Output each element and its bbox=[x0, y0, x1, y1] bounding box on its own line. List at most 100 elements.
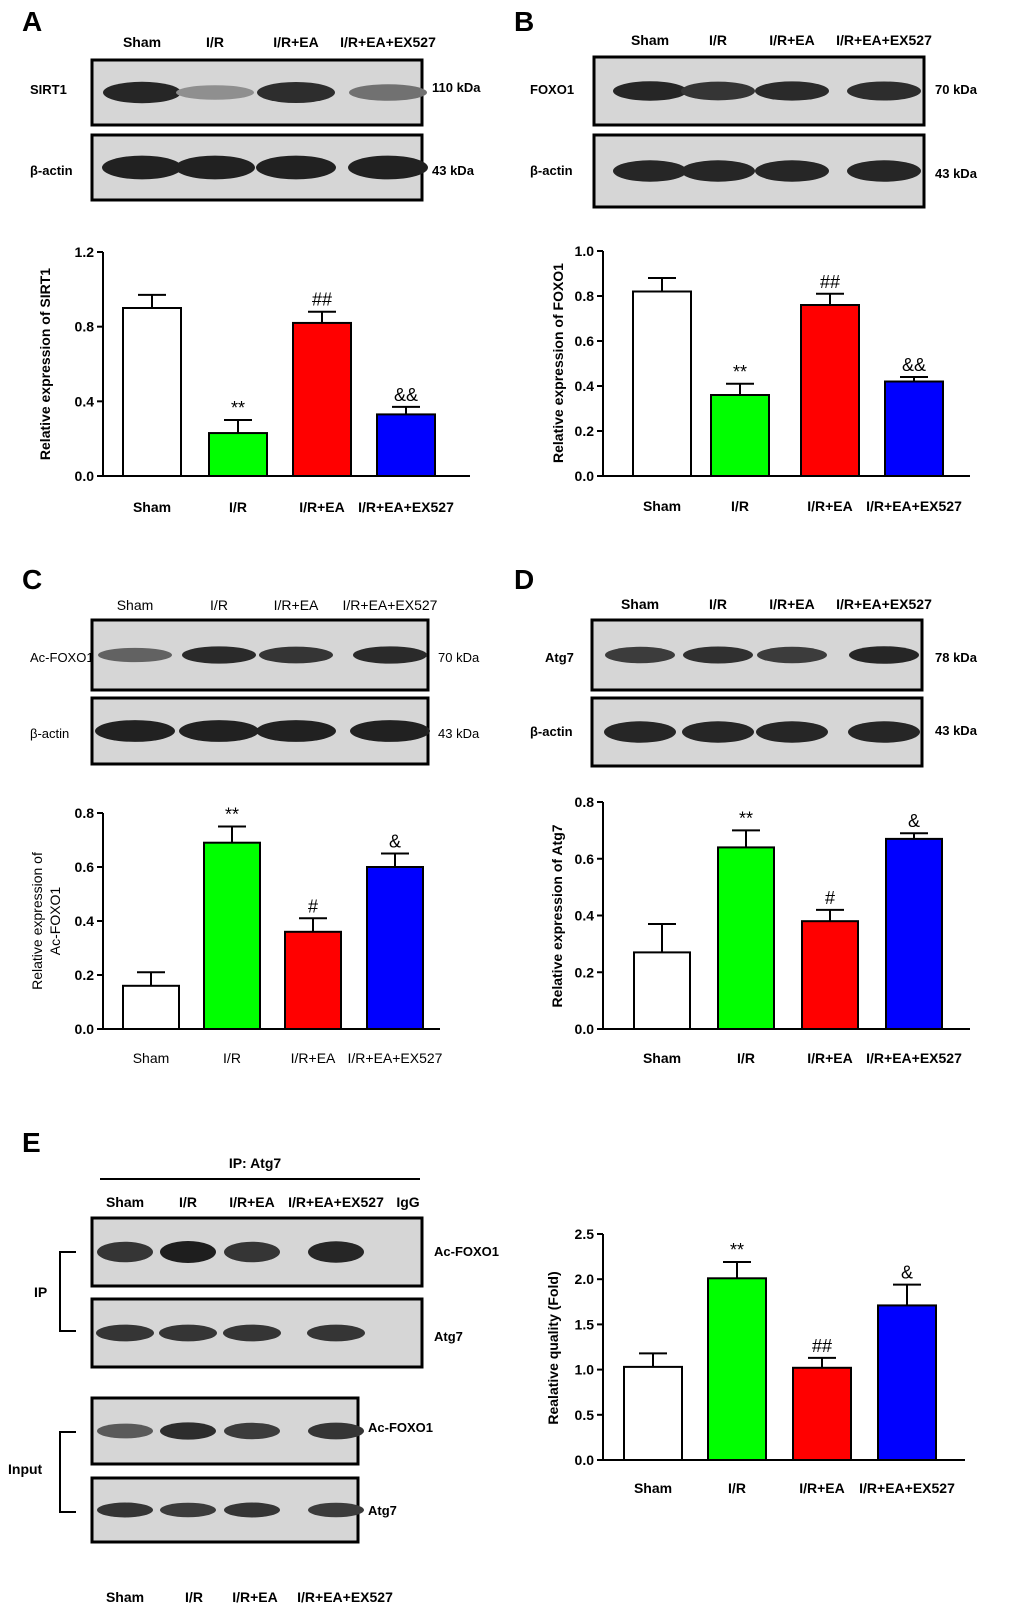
bar-sham bbox=[122, 984, 180, 1030]
significance-label: && bbox=[902, 355, 926, 375]
bar-chart-d: 0.0 0.2 0.4 0.6 0.8 Sham ** I/R # I/R+EA & I/R+EA+E… bbox=[549, 794, 970, 1066]
blot-band bbox=[98, 647, 172, 663]
y-tick-label: 0.4 bbox=[575, 908, 595, 924]
x-tick-label: Sham bbox=[643, 1050, 681, 1066]
blot-band bbox=[159, 1324, 217, 1342]
blot-band bbox=[757, 646, 827, 664]
blot-ip-atg7 bbox=[90, 1297, 424, 1369]
y-axis-label: Relative expression of FOXO1 bbox=[550, 263, 566, 463]
lane-label: Sham bbox=[106, 1194, 144, 1210]
blot-size: 43 kDa bbox=[432, 163, 475, 178]
y-axis-label: Relative expression of Atg7 bbox=[549, 824, 565, 1007]
lane-label: I/R+EA bbox=[273, 34, 319, 50]
lane-label: Sham bbox=[631, 32, 669, 48]
y-tick-label: 0.0 bbox=[575, 1021, 595, 1037]
significance-label: # bbox=[308, 896, 318, 916]
blot-band bbox=[350, 720, 430, 742]
blot-band bbox=[96, 1324, 154, 1342]
lane-label: I/R+EA+EX527 bbox=[297, 1589, 393, 1605]
blot-band bbox=[160, 1241, 216, 1263]
blot-band bbox=[681, 81, 755, 101]
blot-band bbox=[102, 155, 182, 180]
x-tick-label: I/R+EA bbox=[299, 499, 345, 515]
y-tick-label: 0.2 bbox=[575, 423, 595, 439]
y-axis-label: Relative expression of SIRT1 bbox=[37, 268, 53, 460]
y-tick-label: 0.8 bbox=[75, 805, 95, 821]
blot-band bbox=[224, 1241, 280, 1263]
x-tick-label: Sham bbox=[133, 499, 171, 515]
bar-i-r bbox=[717, 846, 775, 1031]
blot-band bbox=[95, 720, 175, 742]
bar-i-r-ea-ex527 bbox=[884, 380, 944, 477]
significance-label: ## bbox=[820, 272, 840, 292]
bar-i-r bbox=[208, 432, 268, 478]
bar-sham bbox=[623, 1365, 683, 1461]
blot-band bbox=[308, 1502, 364, 1518]
x-tick-label: I/R bbox=[728, 1480, 746, 1496]
x-tick-label: I/R bbox=[229, 499, 247, 515]
y-tick-label: 0.0 bbox=[75, 1021, 95, 1037]
lane-label: Sham bbox=[106, 1589, 144, 1605]
y-tick-label: 0.8 bbox=[575, 288, 595, 304]
significance-label: ** bbox=[739, 808, 753, 828]
blot-label: Atg7 bbox=[545, 650, 574, 665]
lane-label: I/R bbox=[185, 1589, 203, 1605]
bar-i-r bbox=[710, 394, 770, 477]
panel-letter-c: C bbox=[22, 564, 42, 595]
y-tick-label: 0.2 bbox=[575, 964, 595, 980]
lane-label: I/R bbox=[709, 596, 727, 612]
bar-i-r-ea bbox=[800, 304, 860, 477]
lane-label: I/R bbox=[210, 597, 228, 613]
y-tick-label: 0.6 bbox=[575, 333, 595, 349]
bar-chart-b: 0.0 0.2 0.4 0.6 0.8 1.0 Sham ** I/R ## I/R+EA && I/R… bbox=[550, 243, 970, 514]
y-tick-label: 0.4 bbox=[575, 378, 595, 394]
lane-label: I/R+EA bbox=[232, 1589, 278, 1605]
bar-i-r bbox=[707, 1277, 767, 1462]
blot-label: β-actin bbox=[30, 163, 73, 178]
lane-label: I/R+EA+EX527 bbox=[343, 597, 438, 613]
x-tick-label: I/R bbox=[731, 498, 749, 514]
lane-label: I/R bbox=[179, 1194, 197, 1210]
x-tick-label: I/R bbox=[223, 1050, 241, 1066]
x-tick-label: I/R+EA bbox=[807, 498, 853, 514]
y-tick-label: 0.0 bbox=[75, 468, 95, 484]
blot-size: 43 kDa bbox=[935, 723, 978, 738]
blot-band bbox=[307, 1324, 365, 1342]
lane-label: I/R bbox=[206, 34, 224, 50]
bar-sham bbox=[633, 951, 691, 1031]
lane-label: I/R+EA bbox=[229, 1194, 275, 1210]
blot-band bbox=[160, 1502, 216, 1518]
blot-band bbox=[847, 160, 921, 182]
bar-sham bbox=[632, 290, 692, 477]
x-tick-label: Sham bbox=[634, 1480, 672, 1496]
blot-band bbox=[256, 720, 336, 742]
blot-band bbox=[613, 160, 687, 182]
blot-band bbox=[224, 1422, 280, 1440]
y-tick-label: 0.8 bbox=[75, 319, 95, 335]
blot-band bbox=[224, 1502, 280, 1518]
x-tick-label: I/R+EA+EX527 bbox=[859, 1480, 955, 1496]
blot-band bbox=[349, 84, 427, 101]
blot-label: β-actin bbox=[530, 163, 573, 178]
bar-chart-a: 0.0 0.4 0.8 1.2 Sham ** I/R ## I/R+EA && I/R+EA+EX… bbox=[37, 244, 470, 515]
blot-band bbox=[308, 1241, 364, 1263]
blot-band bbox=[756, 721, 828, 743]
lane-label: I/R+EA bbox=[769, 32, 815, 48]
blot-band bbox=[97, 1502, 153, 1518]
bar-i-r-ea-ex527 bbox=[885, 837, 943, 1031]
y-tick-label: 2.0 bbox=[575, 1271, 595, 1287]
lane-label: I/R+EA+EX527 bbox=[288, 1194, 384, 1210]
blot-band bbox=[97, 1423, 153, 1439]
bar-i-r bbox=[203, 841, 261, 1031]
significance-label: ## bbox=[312, 290, 332, 310]
blot-band bbox=[308, 1422, 364, 1440]
y-tick-label: 2.5 bbox=[575, 1226, 595, 1242]
y-tick-label: 1.2 bbox=[75, 244, 95, 260]
blot-label: Ac-FOXO1 bbox=[368, 1420, 433, 1435]
blot-label: β-actin bbox=[30, 726, 69, 741]
lane-label: Sham bbox=[123, 34, 161, 50]
blot-band bbox=[755, 81, 829, 101]
bar-i-r-ea-ex527 bbox=[376, 413, 436, 477]
lane-label: Sham bbox=[117, 597, 154, 613]
